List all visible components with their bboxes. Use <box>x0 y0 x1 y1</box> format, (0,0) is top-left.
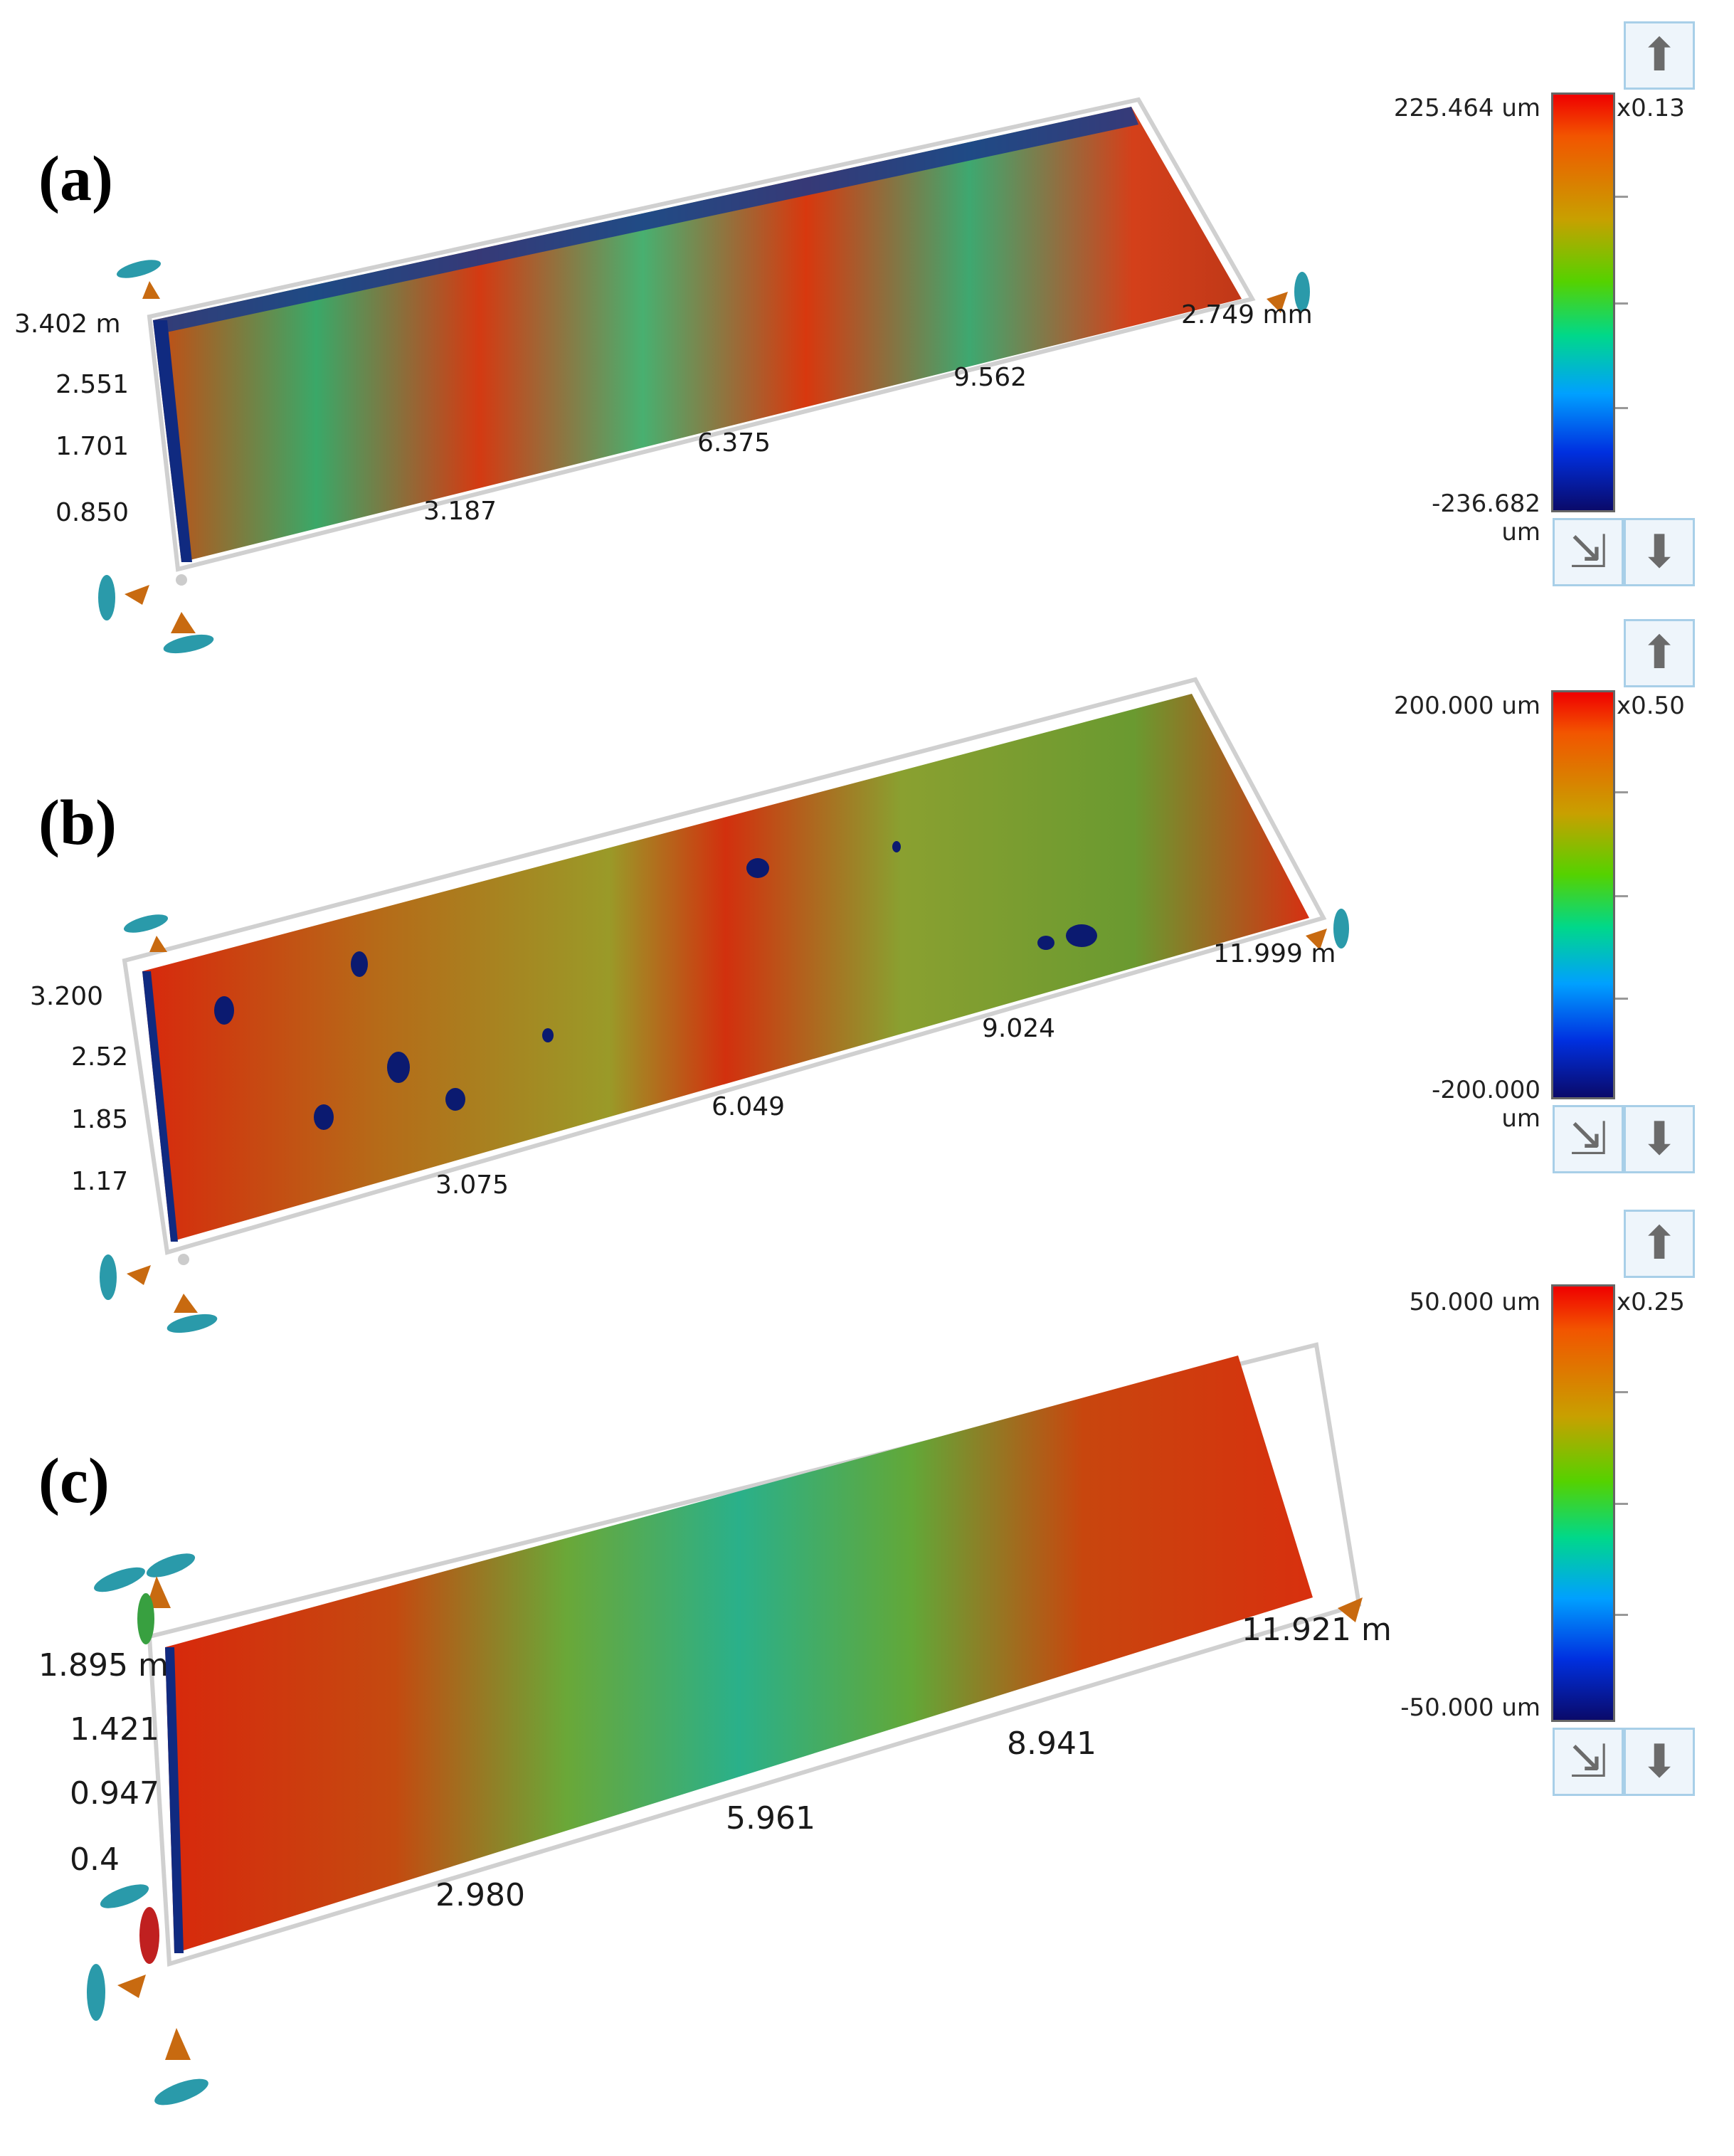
surface-plot-c[interactable] <box>0 1210 1734 2156</box>
x-tick-a-1: 6.375 <box>697 428 771 458</box>
arrow-up-icon: ⬆ <box>1640 1217 1679 1270</box>
colorbar-b: ⬆ 200.000 um x0.50 -200.000 um ⇲ ⬇ <box>1387 612 1729 1181</box>
scale-reset-button-c[interactable]: ⇲ <box>1553 1728 1624 1796</box>
scale-up-button-a[interactable]: ⬆ <box>1624 21 1695 90</box>
scale-down-button-a[interactable]: ⬇ <box>1624 518 1695 586</box>
resize-icon: ⇲ <box>1569 526 1607 578</box>
x-end-c: 11.921 m <box>1242 1612 1392 1648</box>
surface-plot-b[interactable] <box>0 612 1734 1395</box>
y-tick-a-0: 3.402 m <box>14 310 121 339</box>
colorbar-min-c: -50.000 um <box>1400 1693 1540 1722</box>
panel-c: (c) 1.895 m 1.421 0.947 0.4 2.980 5.961 … <box>0 1210 1734 2156</box>
x-tick-c-0: 2.980 <box>435 1877 525 1913</box>
colorbar-tick <box>1615 1614 1628 1616</box>
y-tick-b-2: 1.85 <box>71 1105 129 1134</box>
axis-gizmo-b[interactable] <box>100 909 1349 1336</box>
arrow-down-icon: ⬇ <box>1640 526 1679 578</box>
resize-icon: ⇲ <box>1569 1735 1607 1788</box>
colorbar-scale-c <box>1551 1284 1615 1722</box>
x-tick-b-2: 9.024 <box>982 1014 1056 1043</box>
scale-reset-button-a[interactable]: ⇲ <box>1553 518 1624 586</box>
colorbar-tick <box>1615 998 1628 1000</box>
x-tick-c-1: 5.961 <box>726 1800 815 1837</box>
arrow-down-icon: ⬇ <box>1640 1113 1679 1166</box>
axis-gizmo-c[interactable] <box>87 1548 1363 2110</box>
colorbar-scale-b <box>1551 690 1615 1099</box>
y-tick-c-0: 1.895 m <box>38 1647 169 1684</box>
colorbar-scale-a <box>1551 93 1615 512</box>
y-tick-a-3: 0.850 <box>55 498 129 527</box>
colorbar-tick <box>1615 1503 1628 1505</box>
scale-up-button-c[interactable]: ⬆ <box>1624 1210 1695 1278</box>
colorbar-multiplier-c: x0.25 <box>1617 1288 1685 1316</box>
x-tick-b-1: 6.049 <box>712 1092 786 1121</box>
y-tick-c-2: 0.947 <box>70 1775 159 1812</box>
y-tick-a-1: 2.551 <box>55 370 129 399</box>
colorbar-tick <box>1615 196 1628 198</box>
colorbar-max-b: 200.000 um <box>1393 692 1540 720</box>
x-tick-a-2: 9.562 <box>953 363 1027 392</box>
y-tick-b-3: 1.17 <box>71 1167 129 1196</box>
colorbar-a: ⬆ 225.464 um x0.13 -236.682 um ⇲ ⬇ <box>1387 14 1729 598</box>
scale-down-button-c[interactable]: ⬇ <box>1624 1728 1695 1796</box>
axis-gizmo-a[interactable] <box>98 256 1310 657</box>
scale-reset-button-b[interactable]: ⇲ <box>1553 1105 1624 1173</box>
colorbar-max-c: 50.000 um <box>1409 1288 1540 1316</box>
panel-label-b: (b) <box>38 788 117 858</box>
colorbar-tick <box>1615 302 1628 305</box>
x-tick-b-0: 3.075 <box>435 1171 509 1200</box>
arrow-down-icon: ⬇ <box>1640 1735 1679 1788</box>
height-map-b <box>142 694 1309 1242</box>
panel-b: (b) 3.200 2.52 1.85 1.17 3.075 6.049 9.0… <box>0 612 1734 1395</box>
x-tick-a-0: 3.187 <box>423 497 497 526</box>
panel-label-c: (c) <box>38 1446 110 1516</box>
surface-plot-a[interactable] <box>0 0 1734 683</box>
resize-icon: ⇲ <box>1569 1113 1607 1166</box>
arrow-up-icon: ⬆ <box>1640 627 1679 680</box>
colorbar-min-a: -236.682 um <box>1432 490 1540 546</box>
colorbar-c: ⬆ 50.000 um x0.25 -50.000 um ⇲ ⬇ <box>1387 1210 1729 1814</box>
arrow-up-icon: ⬆ <box>1640 29 1679 82</box>
x-end-b: 11.999 m <box>1213 939 1336 968</box>
y-tick-a-2: 1.701 <box>55 432 129 461</box>
colorbar-min-b: -200.000 um <box>1432 1076 1540 1133</box>
colorbar-multiplier-b: x0.50 <box>1617 692 1685 720</box>
colorbar-tick <box>1615 895 1628 897</box>
x-tick-c-2: 8.941 <box>1007 1726 1096 1762</box>
height-map-c <box>165 1356 1313 1953</box>
panel-label-a: (a) <box>38 144 113 214</box>
colorbar-tick <box>1615 407 1628 409</box>
y-tick-b-1: 2.52 <box>71 1042 129 1072</box>
y-tick-b-0: 3.200 <box>30 982 104 1011</box>
scale-up-button-b[interactable]: ⬆ <box>1624 619 1695 687</box>
height-map-a <box>153 107 1242 562</box>
x-end-a: 2.749 mm <box>1181 300 1313 329</box>
y-tick-c-1: 1.421 <box>70 1711 159 1748</box>
panel-a: (a) 3.402 m 2.551 1.701 0.850 3.187 6.37… <box>0 0 1734 683</box>
colorbar-multiplier-a: x0.13 <box>1617 94 1685 122</box>
scale-down-button-b[interactable]: ⬇ <box>1624 1105 1695 1173</box>
y-tick-c-3: 0.4 <box>70 1841 120 1878</box>
colorbar-tick <box>1615 791 1628 793</box>
colorbar-tick <box>1615 1391 1628 1393</box>
colorbar-max-a: 225.464 um <box>1393 94 1540 122</box>
